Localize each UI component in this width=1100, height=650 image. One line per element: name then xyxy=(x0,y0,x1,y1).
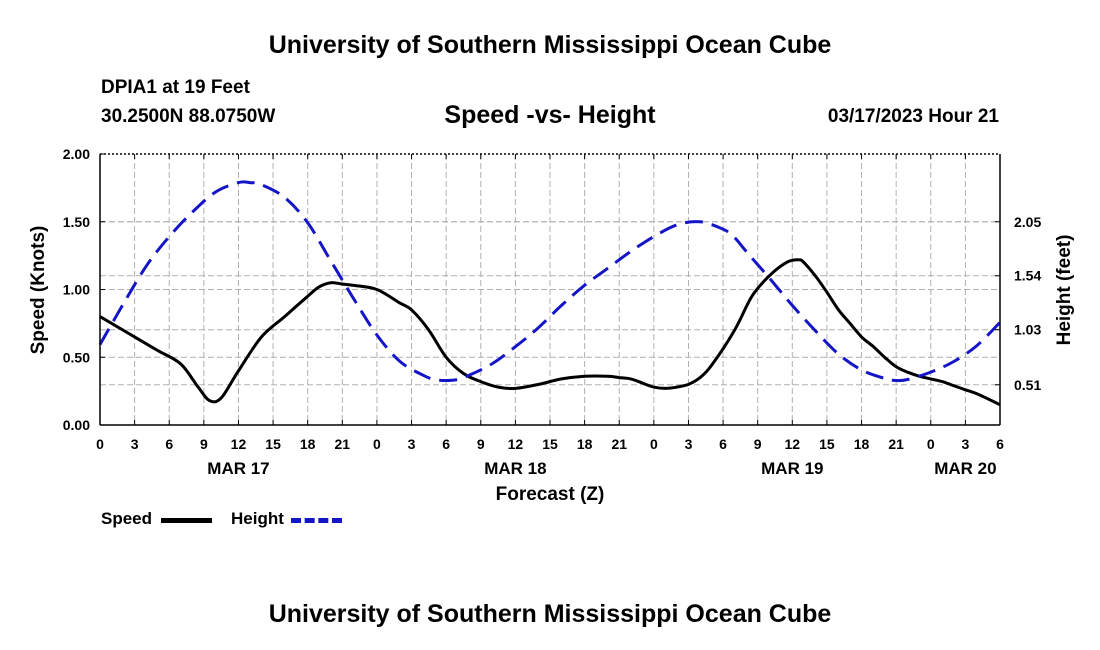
y-tick-label: 0.50 xyxy=(63,349,90,365)
y-tick-label: 2.00 xyxy=(63,146,90,162)
x-tick-label: 6 xyxy=(442,436,450,452)
x-tick-label: 18 xyxy=(854,436,870,452)
legend-height-label: Height xyxy=(231,509,284,528)
x-tick-label: 3 xyxy=(961,436,969,452)
y2-axis-label: Height (feet) xyxy=(1054,235,1075,346)
x-tick-label: 3 xyxy=(685,436,693,452)
x-tick-label: 6 xyxy=(165,436,173,452)
speed-series-line xyxy=(99,258,1001,407)
x-tick-label: 0 xyxy=(96,436,104,452)
x-tick-label: 12 xyxy=(508,436,524,452)
legend-height-swatch xyxy=(291,518,342,523)
x-tick-label: 18 xyxy=(300,436,316,452)
y2-tick-label: 2.05 xyxy=(1014,214,1041,230)
x-tick-label: 15 xyxy=(819,436,835,452)
x-tick-label: 18 xyxy=(577,436,593,452)
x-tick-label: 9 xyxy=(754,436,762,452)
chart-title: University of Southern Mississippi Ocean… xyxy=(268,31,832,59)
y-tick-label: 1.50 xyxy=(63,214,90,230)
x-tick-label: 9 xyxy=(477,436,485,452)
x-tick-label: 0 xyxy=(373,436,381,452)
footer-title: University of Southern Mississippi Ocean… xyxy=(268,600,832,628)
x-tick-label: 15 xyxy=(542,436,558,452)
y-axis-label: Speed (Knots) xyxy=(28,226,49,355)
x-tick-label: 21 xyxy=(335,436,351,452)
forecast-datetime: 03/17/2023 Hour 21 xyxy=(827,106,999,127)
legend-speed-swatch xyxy=(161,518,212,523)
station-label: DPIA1 at 19 Feet xyxy=(101,77,250,98)
x-date-label: MAR 18 xyxy=(484,459,546,478)
x-tick-label: 3 xyxy=(131,436,139,452)
x-date-label: MAR 17 xyxy=(207,459,269,478)
x-tick-label: 21 xyxy=(611,436,627,452)
y2-tick-label: 1.03 xyxy=(1014,322,1041,338)
x-tick-label: 3 xyxy=(408,436,416,452)
x-tick-label: 15 xyxy=(265,436,281,452)
grid xyxy=(100,154,1000,425)
x-tick-label: 6 xyxy=(719,436,727,452)
y2-tick-label: 0.51 xyxy=(1014,377,1041,393)
legend-speed-label: Speed xyxy=(101,509,153,528)
x-tick-label: 12 xyxy=(785,436,801,452)
series-layer xyxy=(98,180,1002,407)
chart-subtitle: Speed -vs- Height xyxy=(444,101,656,129)
x-tick-label: 0 xyxy=(927,436,935,452)
height-series-line xyxy=(98,180,1002,383)
x-tick-label: 21 xyxy=(888,436,904,452)
y2-tick-label: 1.54 xyxy=(1014,268,1041,284)
x-tick-label: 6 xyxy=(996,436,1004,452)
x-tick-label: 12 xyxy=(231,436,247,452)
x-date-label: MAR 19 xyxy=(761,459,823,478)
coordinates-label: 30.2500N 88.0750W xyxy=(101,106,276,127)
x-date-label: MAR 20 xyxy=(934,459,996,478)
x-axis-label: Forecast (Z) xyxy=(496,484,605,505)
y-tick-label: 0.00 xyxy=(63,417,90,433)
x-tick-label: 9 xyxy=(200,436,208,452)
y-tick-label: 1.00 xyxy=(63,282,90,298)
x-tick-label: 0 xyxy=(650,436,658,452)
ticks: 0 3 6 9 12 15 18 21 0 3 6 9 12 15 18 21 0 3 6 9 12 15 18 21 0 3 6M… xyxy=(63,146,1042,478)
